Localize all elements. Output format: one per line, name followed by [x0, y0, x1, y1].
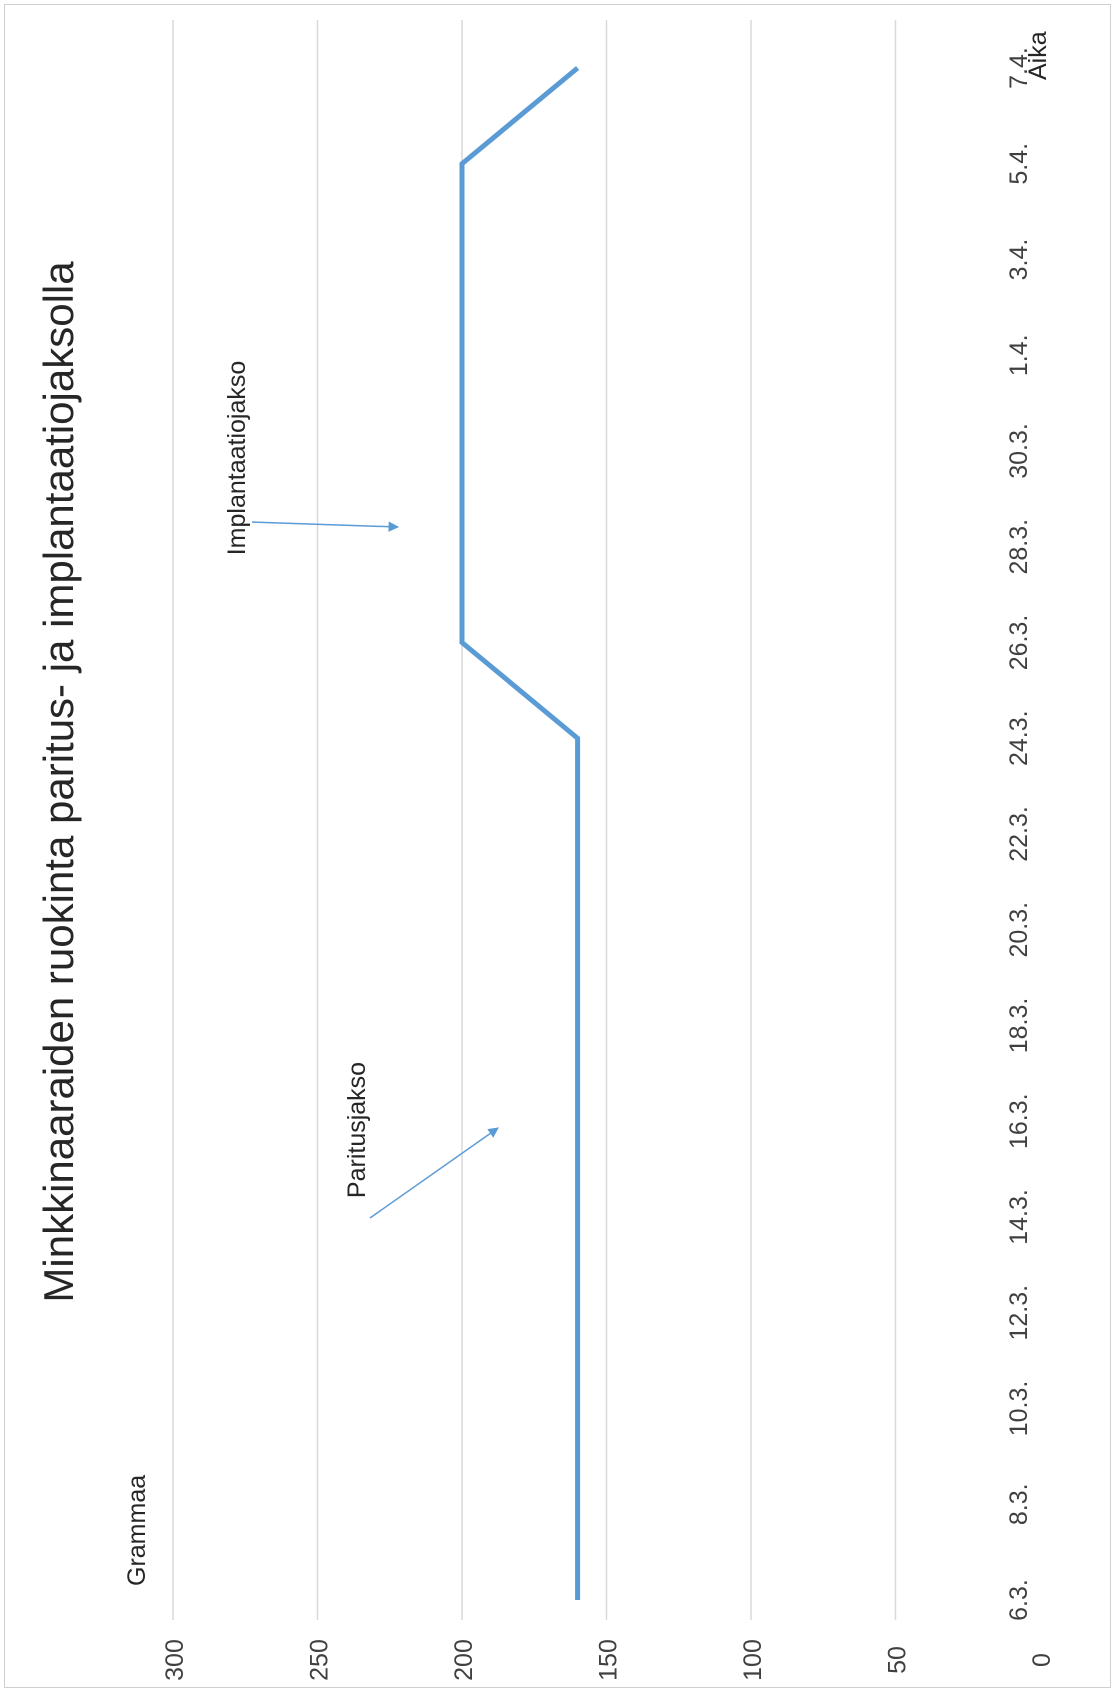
y-tick-label: 150: [595, 1639, 623, 1681]
x-tick-label: 6.3.: [1005, 1579, 1033, 1621]
x-axis-label: Aika: [1024, 31, 1052, 80]
gridlines: [172, 20, 897, 1620]
y-tick-label: 300: [161, 1639, 189, 1681]
annotation-label: Implantaatiojakso: [223, 361, 251, 556]
annotation-arrow: [251, 521, 400, 532]
annotation-label: Paritusjakso: [343, 1062, 371, 1198]
annotations: Paritusjakso Implantaatiojakso: [223, 361, 499, 1219]
series-line: [459, 66, 581, 1600]
chart-title: Minkkinaaraiden ruokinta paritus- ja imp…: [35, 261, 82, 1303]
y-tick-label: 250: [306, 1639, 334, 1681]
annotation-arrow: [369, 1127, 499, 1219]
x-tick-label: 8.3.: [1005, 1483, 1033, 1525]
x-tick-label: 12.3.: [1005, 1285, 1033, 1341]
x-tick-label: 7.4.: [1005, 47, 1033, 89]
x-tick-label: 26.3.: [1005, 615, 1033, 671]
chart-frame: [4, 4, 1111, 1688]
y-tick-label: 50: [884, 1646, 912, 1674]
y-tick-label: 200: [450, 1639, 478, 1681]
y-tick-label: 0: [1028, 1653, 1056, 1667]
x-tick-label: 30.3.: [1005, 423, 1033, 479]
x-tick-label: 3.4.: [1005, 239, 1033, 281]
y-axis-label: Grammaa: [123, 1475, 151, 1586]
x-tick-label: 10.3.: [1005, 1381, 1033, 1437]
x-tick-label: 18.3.: [1005, 998, 1033, 1054]
x-tick-label: 24.3.: [1005, 710, 1033, 766]
x-tick-label: 28.3.: [1005, 519, 1033, 575]
axes: 0 50 100 150 200 250 300 6.3. 8.3. 10.3. 12.3. 14.3…: [161, 47, 1056, 1681]
x-tick-label: 16.3.: [1005, 1093, 1033, 1149]
x-tick-label: 20.3.: [1005, 902, 1033, 958]
x-tick-label: 14.3.: [1005, 1189, 1033, 1245]
x-tick-label: 5.4.: [1005, 143, 1033, 185]
x-tick-label: 22.3.: [1005, 806, 1033, 862]
x-tick-label: 1.4.: [1005, 334, 1033, 376]
series: [459, 66, 581, 1601]
y-tick-label: 100: [739, 1639, 767, 1681]
